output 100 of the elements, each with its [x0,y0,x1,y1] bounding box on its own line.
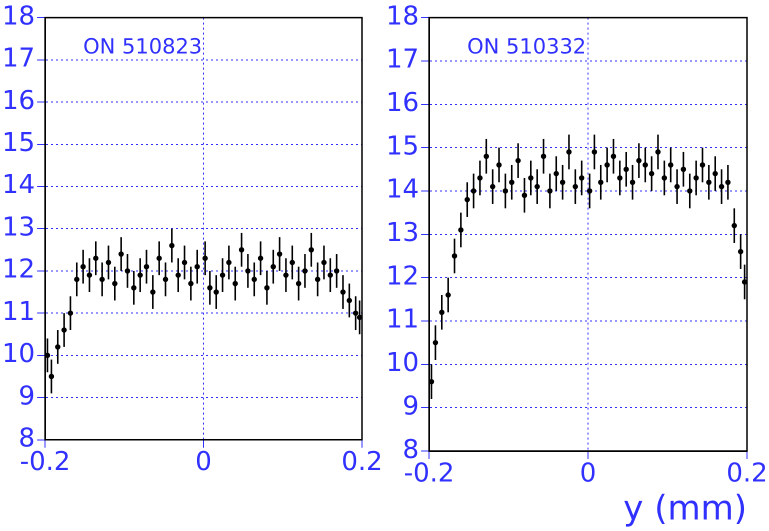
y-tick-label: 14 [2,170,36,200]
x-tick-label: 0.2 [341,447,383,478]
y-tick-label: 11 [386,304,420,335]
point [732,222,737,228]
point [706,180,712,185]
point [586,188,592,194]
point [578,175,584,181]
point [202,256,208,261]
point [74,276,80,282]
point [655,149,661,155]
y-tick-label: 13 [2,212,36,242]
point [648,170,654,176]
point [188,280,194,286]
point [99,276,105,282]
point [432,340,438,346]
point [48,374,54,380]
point [445,292,451,298]
y-tick-label: 10 [2,339,36,370]
point [270,264,276,270]
point [687,188,692,194]
point [290,260,295,266]
point [162,276,168,282]
y-tick-label: 9 [402,391,420,422]
y-tick-label: 12 [386,261,420,292]
point [630,180,636,185]
point [68,310,74,316]
y-tick-label: 15 [386,131,420,162]
point [283,272,289,278]
point [296,280,302,286]
point [334,268,340,274]
point [490,184,496,190]
point [86,272,92,278]
point [452,253,458,259]
point [61,327,67,333]
point [598,180,604,185]
point [642,162,648,168]
point [458,227,464,233]
point [144,264,150,270]
point [738,248,744,254]
y-tick-label: 13 [386,218,420,248]
y-tick-label: 15 [2,128,36,158]
annotation: ON 510332 [467,34,586,59]
point [238,247,244,253]
point [668,162,674,168]
point [194,264,200,270]
point [534,184,540,190]
point [515,158,521,164]
point [712,170,718,176]
point [439,310,444,316]
point [169,242,175,248]
point [137,272,143,278]
point [118,251,124,257]
point [477,175,483,181]
point [276,251,282,257]
point [693,175,699,181]
point [566,149,572,155]
point [214,289,219,295]
y-tick-label: 17 [2,44,36,74]
y-tick-label: 18 [2,1,36,32]
point [636,158,642,164]
point [124,268,130,274]
y-tick-label: 17 [386,44,420,75]
point [502,188,508,194]
point [93,256,98,261]
point [662,175,668,181]
point [484,154,490,159]
y-tick-label: 18 [386,1,420,32]
point [592,149,598,155]
point [352,310,358,316]
point [321,260,327,266]
y-tick-label: 16 [2,86,36,116]
annotation: ON 510823 [83,34,202,59]
point [528,175,534,181]
x-tick-label: 0 [195,447,212,478]
point [55,344,60,350]
point [700,162,706,168]
point [131,285,137,291]
point [509,180,514,185]
point [496,162,502,168]
point [232,280,238,286]
point [302,268,308,274]
x-tick-label: 0 [580,458,596,488]
x-tick-label: -0.2 [404,458,454,488]
point [572,184,578,190]
point [718,184,724,190]
point [604,162,610,168]
point [617,175,623,181]
point [182,260,188,266]
point [175,272,181,278]
point [252,276,257,282]
point [264,285,270,291]
point [742,279,747,285]
point [220,272,226,278]
x-tick-label: -0.2 [20,447,70,478]
point [680,166,686,172]
y-tick-label: 14 [386,174,420,205]
point [328,272,334,278]
point [554,170,559,176]
point [150,289,156,295]
y-tick-label: 11 [2,296,36,327]
